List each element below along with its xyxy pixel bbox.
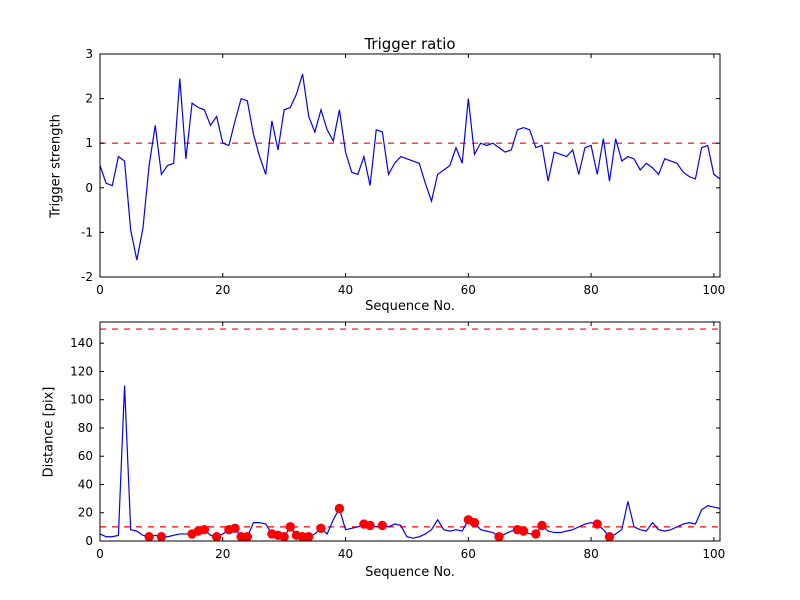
subplot-1: 0 20 40 60 80 100 0 20 40 60 80 100 120 140 [70,321,725,561]
marker-dot [285,522,295,532]
data-line [99,73,721,261]
x-tick-label: 20 [215,283,230,297]
y-tick-label: 1 [85,136,93,150]
bottom-xlabel: Sequence No. [365,565,455,580]
top-ylabel: Trigger strength [48,114,64,218]
marker-dot [211,532,222,542]
marker-dot [469,517,480,528]
marker-dot [592,519,602,529]
y-tick-label: 100 [70,393,93,407]
marker-dot [242,532,253,542]
axes-frame [99,321,721,542]
y-tick-label: 3 [85,47,93,61]
marker-dot [494,532,504,542]
y-tick-label: -2 [81,270,93,284]
bottom-ylabel: Distance [pix] [41,386,57,478]
marker-dot [144,532,154,542]
marker-dot [334,503,345,514]
y-tick-label: 40 [78,477,93,491]
ticks: 0 20 40 60 80 100 0 20 40 60 80 100 120 140 [70,322,725,561]
x-tick-label: 100 [702,547,725,561]
x-tick-label: 80 [583,547,598,561]
x-tick-label: 60 [461,547,476,561]
marker-dot [537,520,547,531]
marker-dot [279,532,289,542]
marker-dot [531,529,541,539]
y-tick-label: 120 [70,364,93,378]
y-tick-label: 0 [85,534,93,548]
marker-dot [518,526,529,536]
ticks: 0 20 40 60 80 100 -2 -1 0 1 2 3 [81,47,725,297]
x-tick-label: 80 [583,283,598,297]
x-tick-label: 0 [96,547,104,561]
marker-dot [156,532,167,542]
x-tick-label: 40 [338,283,353,297]
x-tick-label: 20 [215,547,230,561]
marker-dot [365,520,375,531]
x-tick-label: 60 [461,283,476,297]
y-tick-label: 80 [78,421,93,435]
y-tick-label: 2 [85,92,93,106]
x-tick-label: 40 [338,547,353,561]
axes-frame [99,53,721,278]
data-line [99,385,721,539]
y-tick-label: -1 [81,225,93,239]
marker-dot [316,523,326,533]
subplot-0: 0 20 40 60 80 100 -2 -1 0 1 2 3 [81,47,725,297]
marker-dot [377,520,388,531]
marker-dot [230,523,240,533]
marker-dot [304,532,314,542]
top-xlabel: Sequence No. [365,299,455,314]
marker-dot [604,532,615,542]
x-tick-label: 0 [96,283,104,297]
chart-title: Trigger ratio [364,35,456,53]
y-tick-label: 20 [78,506,93,520]
marker-dot [199,524,210,535]
x-tick-label: 100 [702,283,725,297]
y-tick-label: 140 [70,336,93,350]
y-tick-label: 0 [85,181,93,195]
y-tick-label: 60 [78,449,93,463]
